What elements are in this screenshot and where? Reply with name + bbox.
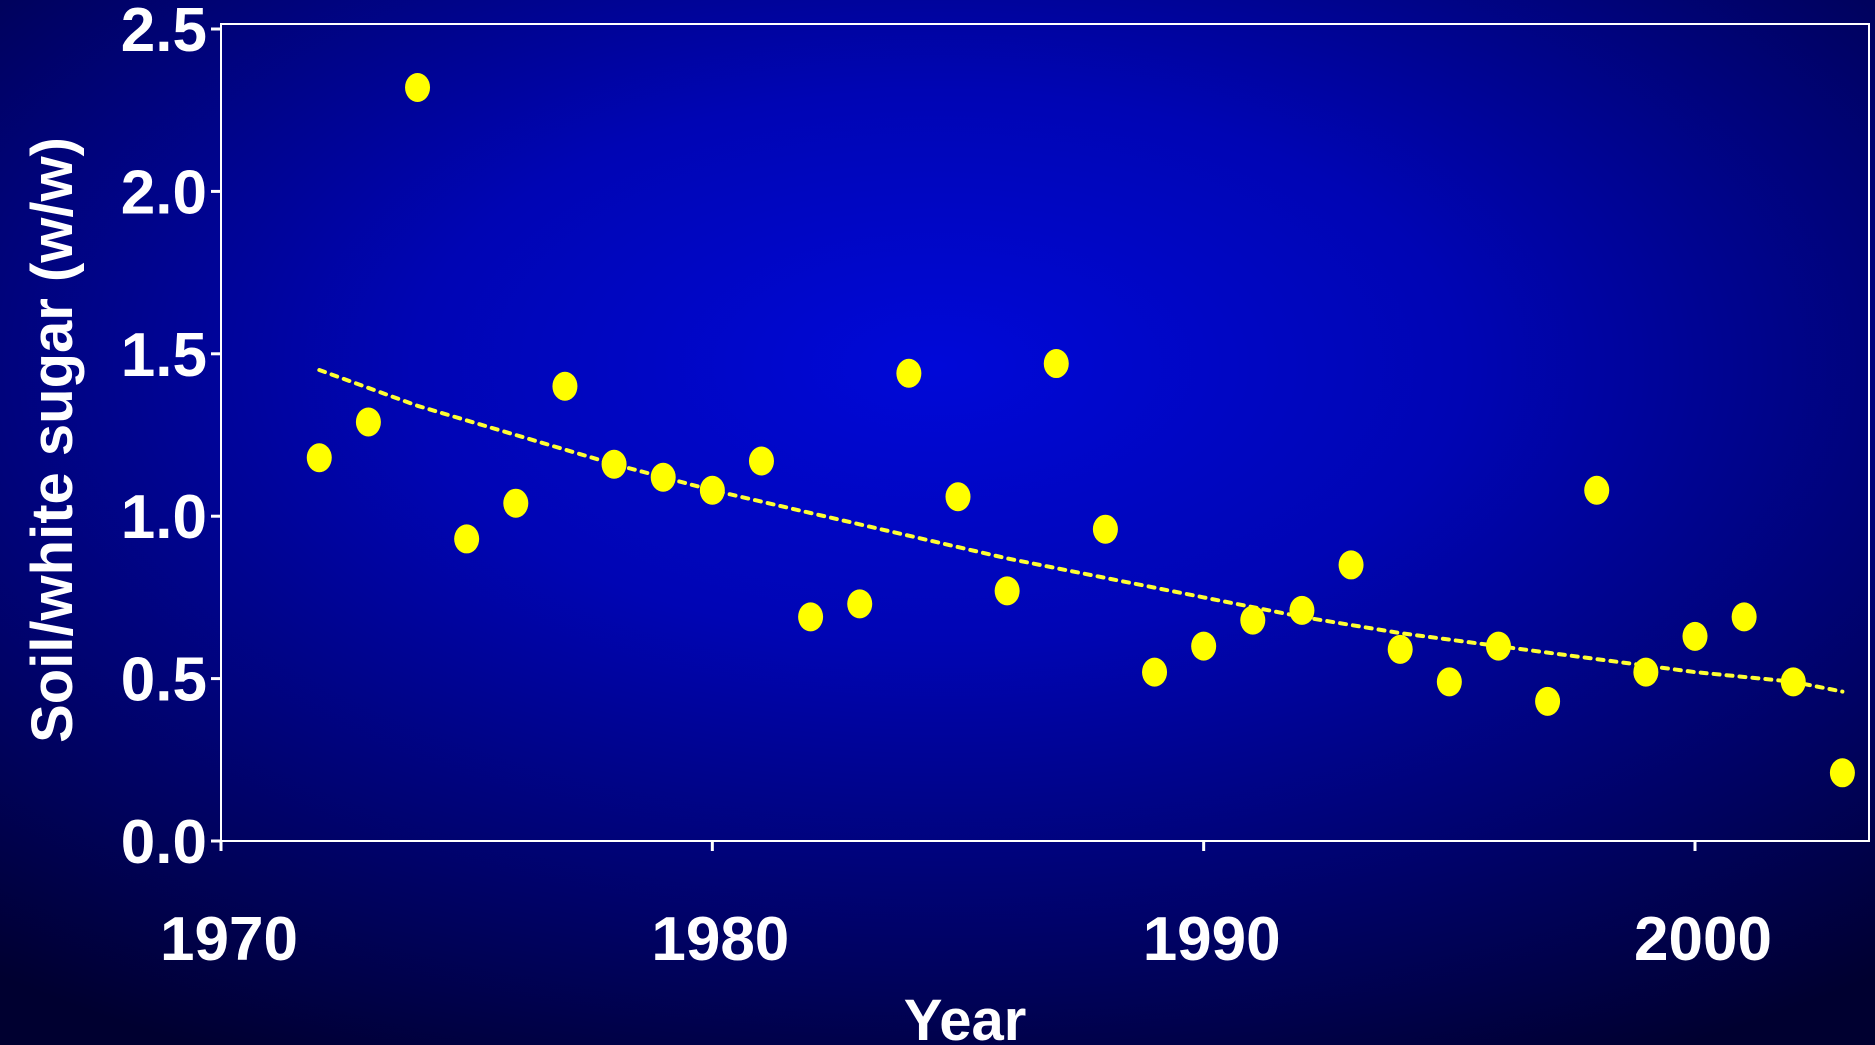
data-point bbox=[1829, 758, 1855, 788]
x-axis: 1970 1980 1990 2000 bbox=[160, 841, 1772, 974]
data-point bbox=[994, 576, 1020, 606]
data-point bbox=[1092, 514, 1118, 544]
data-point bbox=[1436, 667, 1462, 697]
data-point bbox=[798, 602, 824, 632]
data-point bbox=[748, 446, 774, 476]
data-point bbox=[1338, 550, 1364, 580]
y-tick-label: 0.0 bbox=[121, 808, 207, 877]
data-point bbox=[1535, 686, 1561, 716]
y-axis-title: Soil/white sugar (w/w) bbox=[20, 137, 85, 743]
data-point bbox=[1191, 631, 1217, 661]
data-point bbox=[601, 449, 627, 479]
x-tick-label: 1970 bbox=[160, 905, 298, 974]
data-point bbox=[896, 358, 922, 388]
data-point bbox=[1043, 349, 1069, 379]
data-point bbox=[1584, 475, 1610, 505]
trend-line-layer bbox=[317, 368, 1845, 694]
data-point bbox=[405, 72, 431, 102]
trend-line bbox=[317, 368, 1845, 694]
y-tick-label: 0.5 bbox=[121, 646, 207, 715]
data-point bbox=[552, 371, 578, 401]
y-tick-label: 1.0 bbox=[121, 483, 207, 552]
x-tick-label: 1980 bbox=[651, 905, 789, 974]
plot-frame bbox=[220, 23, 1870, 842]
data-point bbox=[1485, 631, 1511, 661]
data-point bbox=[1682, 621, 1708, 651]
data-point bbox=[1289, 595, 1315, 625]
data-point bbox=[1731, 602, 1757, 632]
y-tick-label: 2.5 bbox=[121, 0, 207, 65]
data-point bbox=[306, 443, 332, 473]
data-point bbox=[454, 524, 480, 554]
data-point bbox=[847, 589, 873, 619]
data-point bbox=[699, 475, 725, 505]
x-tick-label: 1990 bbox=[1143, 905, 1281, 974]
x-axis-title: Year bbox=[904, 988, 1027, 1045]
data-point bbox=[1780, 667, 1806, 697]
x-tick-label: 2000 bbox=[1634, 905, 1772, 974]
data-point bbox=[650, 462, 676, 492]
data-point bbox=[1387, 634, 1413, 664]
data-point bbox=[1142, 657, 1168, 687]
y-tick-label: 2.0 bbox=[121, 158, 207, 227]
data-point bbox=[945, 482, 971, 512]
data-points-layer bbox=[306, 72, 1855, 788]
y-tick-label: 1.5 bbox=[121, 321, 207, 390]
data-point bbox=[1240, 605, 1266, 635]
data-point bbox=[355, 407, 381, 437]
y-axis: 0.0 0.5 1.0 1.5 2.0 2.5 bbox=[121, 0, 221, 877]
data-point bbox=[1633, 657, 1659, 687]
data-point bbox=[503, 488, 529, 518]
